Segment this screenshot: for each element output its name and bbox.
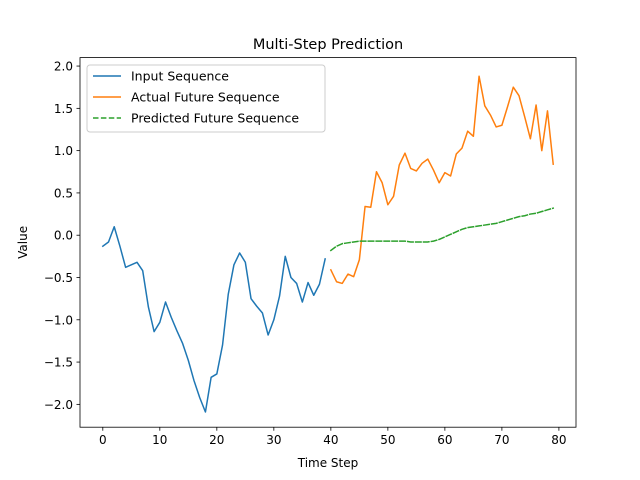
chart-title: Multi-Step Prediction: [253, 37, 403, 53]
legend: Input Sequence Actual Future Sequence Pr…: [86, 64, 326, 133]
plot-frame: [79, 57, 577, 428]
legend-label-predicted: Predicted Future Sequence: [131, 111, 299, 126]
series-line-predicted: [329, 207, 555, 252]
x-tick-label: 0: [99, 433, 107, 447]
series-line-input: [101, 226, 327, 413]
legend-box: [86, 64, 326, 133]
y-tick-label: 0.5: [54, 186, 73, 200]
x-tick-label: 80: [551, 433, 566, 447]
y-tick-label: −1.5: [44, 356, 73, 370]
y-tick-label: 1.5: [54, 102, 73, 116]
y-tick-label: 1.0: [54, 144, 73, 158]
x-axis-label: Time Step: [297, 456, 359, 470]
y-tick-label: 0.0: [54, 229, 73, 243]
x-tick-label: 60: [437, 433, 452, 447]
x-tick-label: 70: [494, 433, 509, 447]
x-tick-label: 20: [209, 433, 224, 447]
y-tick-label: −1.0: [44, 313, 73, 327]
x-tick-label: 40: [323, 433, 338, 447]
legend-label-actual: Actual Future Sequence: [131, 90, 280, 105]
y-axis-ticks: −2.0 −1.5 −1.0 −0.5 0.0 0.5 1.0 1.5 2.0: [44, 60, 80, 412]
x-tick-label: 30: [266, 433, 281, 447]
y-tick-label: 2.0: [54, 60, 73, 74]
series-line-actual: [329, 75, 555, 285]
y-tick-label: −2.0: [44, 398, 73, 412]
series-layer: [101, 75, 555, 413]
x-tick-label: 50: [380, 433, 395, 447]
legend-label-input: Input Sequence: [131, 69, 229, 84]
y-tick-label: −0.5: [44, 271, 73, 285]
y-axis-label: Value: [16, 226, 30, 259]
x-axis-ticks: 0 10 20 30 40 50 60 70 80: [99, 427, 567, 447]
x-tick-label: 10: [152, 433, 167, 447]
